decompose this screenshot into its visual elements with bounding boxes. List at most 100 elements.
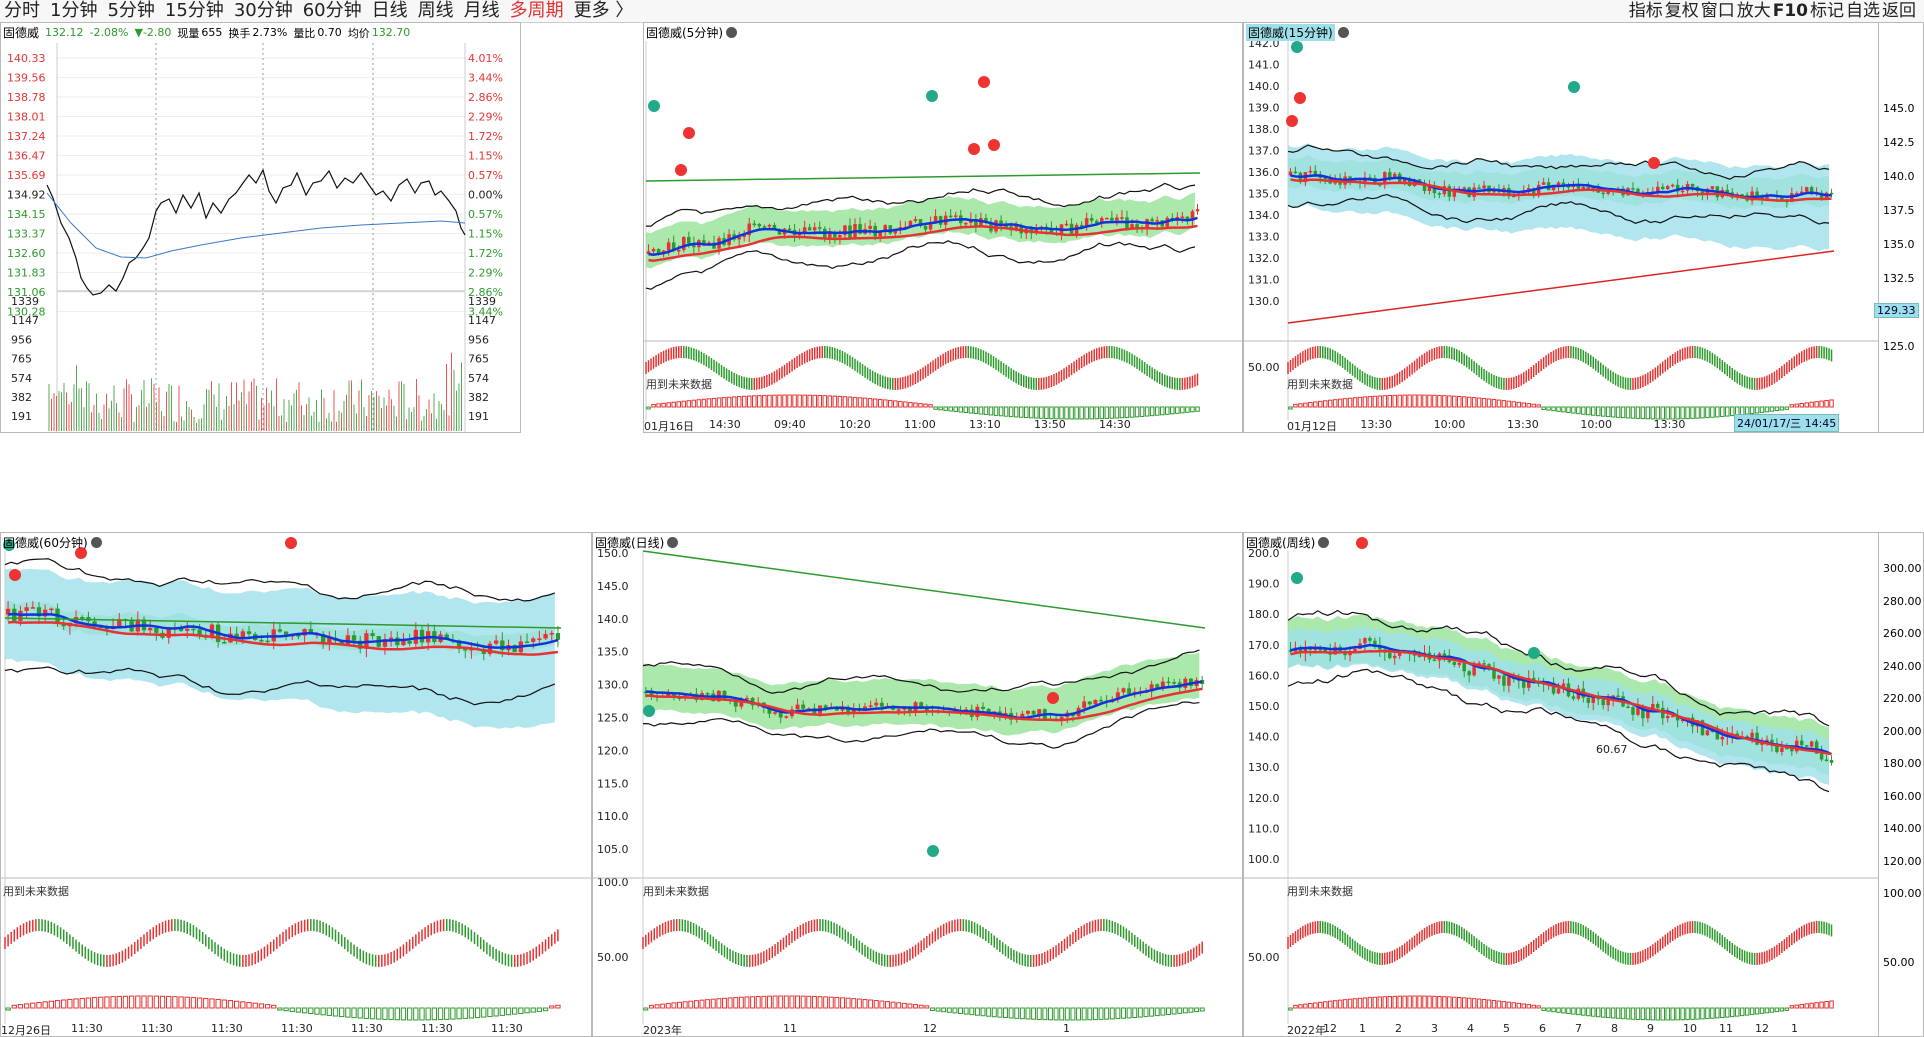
volume-axis-label: 765 bbox=[11, 353, 32, 366]
indicator-bar bbox=[660, 1003, 666, 1009]
candle bbox=[49, 608, 54, 611]
indicator-bar bbox=[1655, 1007, 1661, 1021]
volume-axis-label: 1339 bbox=[468, 295, 496, 308]
ratio-value: 0.70 bbox=[317, 26, 342, 39]
period-tab[interactable]: 5分钟 bbox=[107, 0, 155, 21]
x-axis-15min: 01月12日 13:30 10:00 13:30 10:00 13:30 bbox=[1287, 418, 1878, 432]
indicator-bar bbox=[1695, 406, 1700, 419]
period-tab[interactable]: 日线 bbox=[371, 0, 408, 21]
indicator-bar bbox=[797, 394, 802, 408]
dropdown-icon[interactable] bbox=[1337, 27, 1349, 38]
indicator-bar bbox=[1008, 1007, 1014, 1019]
period-tab[interactable]: 更多 〉 bbox=[573, 0, 634, 21]
indicator-bar bbox=[518, 1007, 524, 1014]
indicator-bar bbox=[890, 1001, 896, 1009]
period-tab[interactable]: 多周期 bbox=[509, 0, 564, 21]
pct-axis-label: 4.01% bbox=[468, 52, 503, 65]
indicator-bar bbox=[1194, 1007, 1200, 1013]
indicator-bar bbox=[1496, 1000, 1502, 1009]
tool-button[interactable]: 标记 bbox=[1810, 1, 1844, 21]
indicator-bar bbox=[918, 403, 923, 408]
indicator-bar bbox=[1670, 406, 1675, 420]
period-tab[interactable]: 分时 bbox=[4, 0, 40, 21]
dropdown-icon[interactable] bbox=[667, 537, 679, 548]
indicator-bar bbox=[30, 1002, 36, 1009]
indicator-bar bbox=[918, 1004, 924, 1009]
indicator-bar bbox=[795, 995, 801, 1009]
candle bbox=[1576, 184, 1581, 189]
candle bbox=[879, 702, 884, 707]
candle bbox=[1049, 228, 1054, 233]
indicator-bar bbox=[681, 400, 687, 408]
intraday-chart[interactable]: 140.33 139.56 138.78 138.01 137.24 136.47 135.… bbox=[1, 23, 521, 433]
signal-icon bbox=[1047, 692, 1059, 704]
candle bbox=[1323, 649, 1327, 652]
indicator-bar bbox=[656, 403, 661, 408]
indicator-bar bbox=[1720, 1007, 1725, 1018]
pct-axis-label: 0.57% bbox=[468, 208, 503, 221]
indicator-bar bbox=[1581, 1007, 1586, 1016]
indicator-bar bbox=[172, 996, 178, 1009]
kline-chart-60min[interactable] bbox=[1, 533, 592, 1037]
indicator-bar bbox=[862, 999, 868, 1009]
kline-chart-5min[interactable] bbox=[644, 23, 1243, 433]
indicator-bar bbox=[1337, 398, 1343, 408]
indicator-bar bbox=[789, 995, 795, 1009]
candle bbox=[407, 640, 412, 644]
indicator-bar bbox=[827, 395, 833, 408]
tool-button[interactable]: F10 bbox=[1772, 1, 1808, 21]
price-axis-label: 140.0 bbox=[1248, 731, 1280, 744]
tool-button[interactable]: 复权 bbox=[1664, 1, 1699, 21]
indicator-bar bbox=[85, 997, 92, 1009]
tool-button[interactable]: 放大 bbox=[1736, 1, 1771, 21]
kline-chart-daily[interactable]: 150.0 145.0 140.0 135.0 130.0 125.0 120.0 115.0… bbox=[593, 533, 1243, 1037]
candle bbox=[1003, 712, 1008, 716]
indicator-bar bbox=[1615, 406, 1621, 418]
stock-name: 固德威 bbox=[3, 26, 40, 40]
kline-chart-15min[interactable]: 142.0141.0140.0139.0138.0137.0136.0135.0… bbox=[1244, 23, 1879, 433]
x-axis-label: 14:30 bbox=[709, 418, 741, 431]
candle bbox=[1705, 730, 1710, 736]
indicator-bar bbox=[456, 1007, 462, 1020]
candle bbox=[1512, 195, 1516, 198]
dropdown-icon[interactable] bbox=[1318, 537, 1330, 548]
price-axis-label: 105.0 bbox=[597, 843, 629, 856]
indicator-bar bbox=[1799, 402, 1804, 408]
period-tab[interactable]: 15分钟 bbox=[164, 0, 224, 21]
dropdown-icon[interactable] bbox=[726, 27, 737, 38]
period-tab[interactable]: 30分钟 bbox=[233, 0, 293, 21]
candle bbox=[1720, 736, 1725, 740]
signal-icon bbox=[285, 537, 297, 549]
tool-button[interactable]: 返回 bbox=[1882, 1, 1916, 21]
x-axis-label: 2022年 bbox=[1287, 1024, 1326, 1037]
x-axis-label: 11:00 bbox=[904, 418, 936, 431]
ma-short bbox=[7, 612, 559, 649]
period-tab[interactable]: 60分钟 bbox=[302, 0, 362, 21]
indicator-bar bbox=[1819, 400, 1824, 408]
period-tab[interactable]: 1分钟 bbox=[50, 0, 98, 21]
candle bbox=[986, 708, 991, 714]
volume-axis-label: 765 bbox=[468, 353, 489, 366]
bollinger-lower bbox=[1287, 668, 1830, 793]
indicator-bar bbox=[1154, 1007, 1160, 1017]
indicator-bar bbox=[1327, 1000, 1333, 1009]
indicator-bar bbox=[1347, 397, 1353, 408]
tool-button[interactable]: 窗口 bbox=[1700, 1, 1735, 21]
avg-value: 132.70 bbox=[371, 26, 411, 39]
kline-chart-weekly[interactable]: 200.0 190.0 180.0 170.0 160.0 150.0 140.0 130.0… bbox=[1244, 533, 1879, 1037]
indicator-bar bbox=[1412, 394, 1417, 408]
period-tab[interactable]: 周线 bbox=[417, 0, 454, 21]
tool-button[interactable]: 指标 bbox=[1628, 1, 1663, 21]
tool-button[interactable]: 自选 bbox=[1846, 1, 1880, 21]
price-axis-label: 180.00 bbox=[1883, 757, 1922, 770]
candle bbox=[1150, 219, 1154, 222]
candle bbox=[1829, 759, 1834, 763]
bollinger-upper bbox=[1287, 609, 1830, 727]
candle bbox=[1373, 640, 1377, 646]
period-tab[interactable]: 月线 bbox=[463, 0, 500, 21]
indicator-bar bbox=[17, 1004, 24, 1009]
dropdown-icon[interactable] bbox=[90, 537, 102, 548]
candle bbox=[1432, 659, 1437, 662]
indicator-bar bbox=[842, 396, 848, 408]
candle bbox=[1442, 653, 1447, 658]
